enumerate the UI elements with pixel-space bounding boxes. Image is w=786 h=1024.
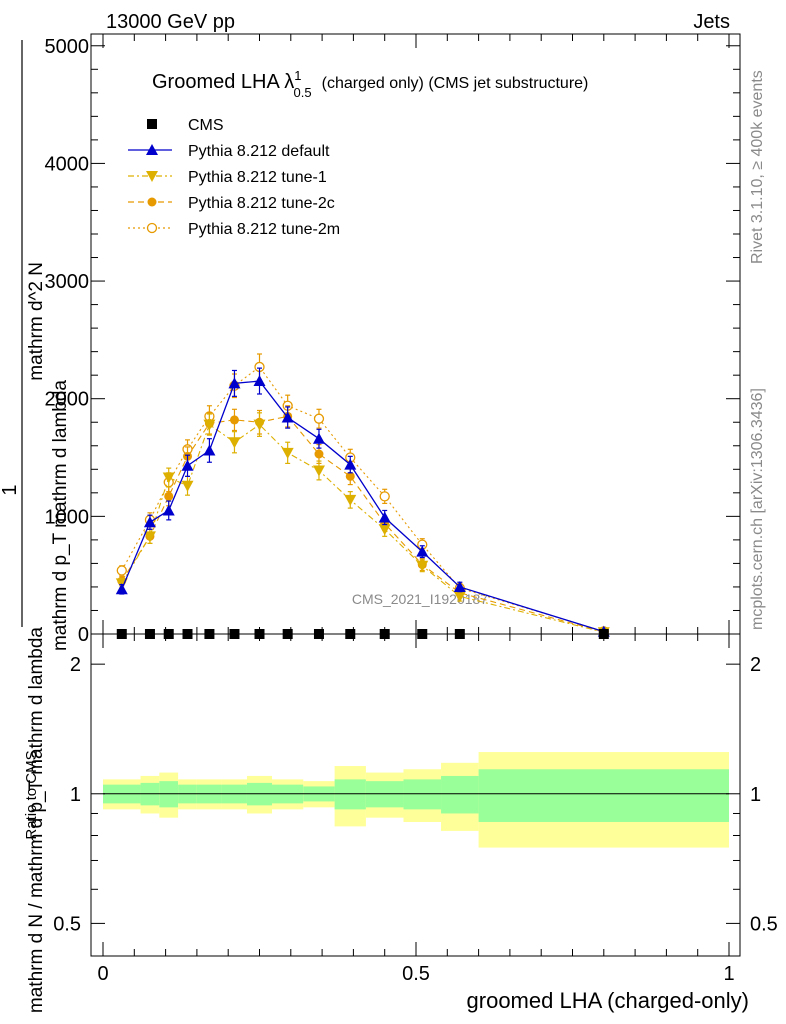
legend-item-3: Pythia 8.212 tune-2c: [128, 195, 335, 212]
legend-item-1: Pythia 8.212 default: [128, 143, 330, 160]
data-point: [378, 511, 391, 523]
data-point: [228, 437, 241, 449]
data-point: [281, 447, 294, 459]
xtick-label-1: 0.5: [402, 963, 430, 985]
data-point: [344, 458, 357, 470]
data-point: [378, 524, 391, 536]
plot-title-main: Groomed LHA λ: [152, 71, 294, 93]
ylabel-top: mathrm d^2 N: [26, 262, 47, 381]
header-right: Jets: [693, 11, 730, 33]
plot-title: Groomed LHA λ1 0.5 (charged only) (CMS jet…: [152, 68, 588, 100]
main-ytick-label-5: 5000: [45, 36, 90, 58]
rivet-label: Rivet 3.1.10, ≥ 400k events: [749, 70, 766, 264]
data-point: [416, 560, 429, 572]
data-point: [416, 545, 429, 557]
data-point: [253, 375, 266, 387]
ratio-axis-ticks: [91, 634, 740, 956]
legend-label: Pythia 8.212 default: [188, 143, 330, 160]
data-point: [344, 494, 357, 506]
data-point: [379, 491, 390, 502]
data-point: [116, 565, 127, 576]
ratio-ytick-label-right-1: 1: [750, 784, 761, 806]
data-point: [143, 531, 156, 543]
series-line: [121, 423, 604, 633]
xtick-label-2: 1: [723, 963, 734, 985]
data-point: [253, 419, 266, 431]
plot-title-sub: 0.5: [294, 85, 312, 100]
ratio-ytick-label-left-1: 1: [70, 784, 81, 806]
plot-title-rest: (charged only) (CMS jet substructure): [322, 75, 589, 92]
main-axis-ticks: [91, 34, 740, 635]
legend-marker: [146, 144, 158, 155]
legend-marker: [146, 171, 158, 182]
ratio-band-inner-12: [441, 775, 479, 814]
data-point: [203, 444, 216, 456]
legend-label: Pythia 8.212 tune-2c: [188, 195, 335, 212]
watermark: CMS_2021_I1920187: [352, 591, 488, 607]
data-point: [181, 459, 194, 471]
main-ytick-label-0: 0: [78, 624, 89, 646]
ratio-ytick-label-right-2: 2: [750, 654, 761, 676]
data-point: [313, 413, 325, 424]
data-point: [314, 449, 324, 459]
ratio-band-inner-11: [403, 779, 442, 810]
main-ytick-label-4: 4000: [45, 153, 90, 175]
ratio-ytick-label-left-2: 2: [70, 654, 81, 676]
series-layer: [115, 353, 610, 639]
ylabel-main: mathrm d N / mathrm d p_T mathrm d lambd…: [26, 627, 47, 1014]
legend-item-4: Pythia 8.212 tune-2m: [128, 221, 340, 238]
legend-marker: [147, 197, 157, 207]
data-point: [181, 480, 194, 492]
data-point: [164, 491, 174, 501]
data-point: [453, 580, 466, 592]
data-point: [312, 432, 325, 444]
legend-marker: [146, 222, 158, 234]
data-point: [229, 415, 239, 425]
data-point: [162, 504, 175, 516]
data-point: [203, 419, 216, 431]
main-ytick-label-2: 2000: [45, 389, 90, 411]
legend-item-0: CMS: [147, 117, 224, 134]
ratio-plot: 0.5 0.51 12 2 0 0.5 1 Ratio to CMS groomed LH…: [23, 633, 778, 1013]
legend-marker: [147, 119, 157, 129]
series-line: [121, 380, 604, 633]
data-point: [228, 377, 241, 389]
legend-label: CMS: [188, 117, 224, 134]
ylabel-sub: mathrm d p_T mathrm d lambda: [50, 380, 71, 651]
legend: CMS Pythia 8.212 default Pythia 8.212 tune…: [128, 117, 340, 238]
xlabel: groomed LHA (charged-only): [467, 988, 749, 1013]
main-ytick-label-3: 3000: [45, 271, 90, 293]
ratio-ytick-label-left-0: 0.5: [53, 913, 81, 935]
series-line: [121, 415, 604, 633]
data-point: [345, 471, 355, 481]
x-tick-labels: 0 0.5 1: [97, 963, 734, 985]
ylabel-num: 1: [0, 484, 21, 495]
legend-item-2: Pythia 8.212 tune-1: [128, 169, 327, 186]
ratio-ytick-label-right-0: 0.5: [750, 913, 778, 935]
data-point: [143, 516, 156, 528]
legend-label: Pythia 8.212 tune-1: [188, 169, 327, 186]
legend-label: Pythia 8.212 tune-2m: [188, 221, 340, 238]
data-point: [281, 411, 294, 423]
data-point: [312, 465, 325, 477]
series-pythia-8-212-default: [115, 367, 610, 637]
main-ytick-label-1: 1000: [45, 506, 90, 528]
mcplots-label: mcplots.cern.ch [arXiv:1306.3436]: [749, 388, 766, 630]
data-point: [115, 583, 128, 595]
main-y-tick-labels: 0 1000 2000 3000 4000 5000: [45, 36, 90, 646]
data-point: [453, 591, 466, 603]
data-point: [162, 472, 175, 484]
header-left: 13000 GeV pp: [106, 11, 235, 33]
ratio-ylabel: Ratio to CMS: [23, 750, 40, 839]
ratio-band-inner-9: [334, 779, 366, 810]
ratio-bands: [103, 752, 729, 848]
ratio-band-inner-13: [478, 769, 729, 822]
ratio-y-tick-labels: 0.5 0.5 1 1 2 2: [53, 654, 778, 935]
xtick-label-0: 0: [97, 963, 108, 985]
plot-title-sup: 1: [294, 68, 301, 83]
